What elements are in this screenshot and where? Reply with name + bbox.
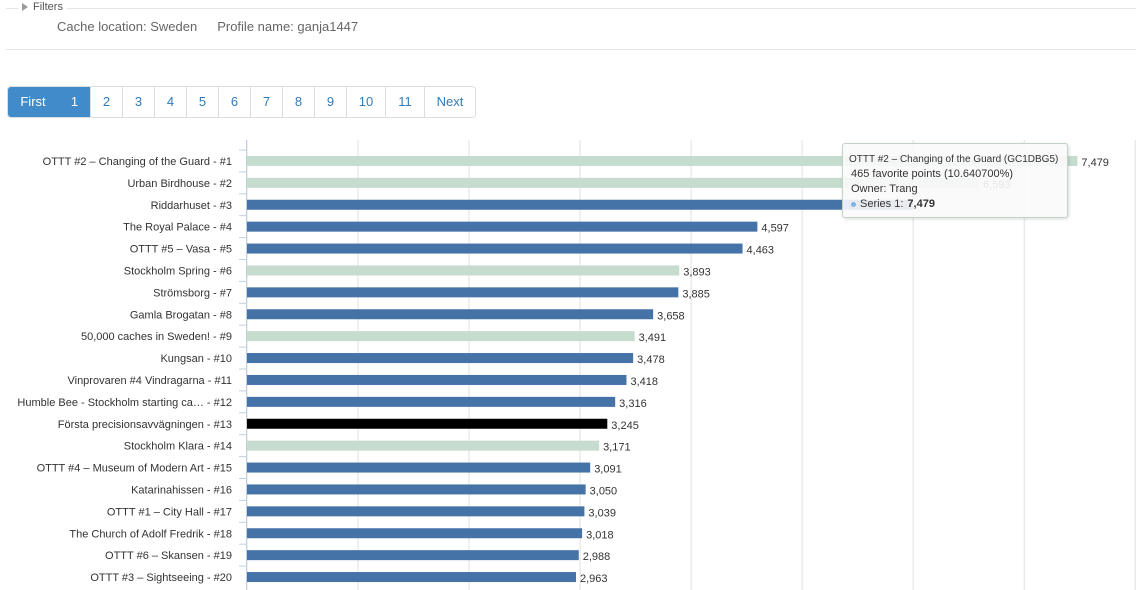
category-label: Stockholm Spring - #6 (124, 265, 232, 277)
page-button-next[interactable]: Next (424, 87, 475, 117)
tooltip-title: OTTT #2 – Changing of the Guard (GC1DBG5… (849, 154, 1059, 165)
page-button-9[interactable]: 9 (314, 87, 346, 117)
bar (247, 155, 1078, 166)
bar (247, 528, 583, 539)
filters-legend-label: Filters (33, 1, 63, 13)
category-label: OTTT #4 – Museum of Modern Art - #15 (37, 463, 232, 475)
expand-triangle-icon[interactable] (22, 3, 28, 11)
bar (247, 309, 654, 320)
bar (247, 550, 579, 561)
data-label: 3,893 (683, 266, 711, 278)
favorites-bar-chart: OTTT #2 – Changing of the Guard - #1 7,47… (17, 140, 1136, 590)
pagination: First 1 2 3 4 5 6 7 8 9 10 11 Next (7, 86, 476, 118)
chart-tooltip: OTTT #2 – Changing of the Guard (GC1DBG5… (842, 143, 1068, 218)
category-label: OTTT #6 – Skansen - #19 (105, 550, 232, 562)
cache-location-filter: Cache location: Sweden (57, 19, 198, 34)
data-label: 3,316 (619, 398, 647, 410)
page-button-3[interactable]: 3 (122, 87, 154, 117)
bar (247, 177, 980, 188)
tooltip-series-row: Series 1: 7,479 (849, 198, 1061, 210)
data-label: 3,885 (682, 288, 710, 300)
data-label: 3,418 (631, 376, 659, 388)
tooltip-series-value: 7,479 (907, 198, 935, 210)
page-button-10[interactable]: 10 (346, 87, 385, 117)
data-label: 4,463 (747, 245, 775, 257)
filters-toggle[interactable]: Filters (18, 0, 67, 14)
tooltip-series-label: Series 1: (860, 198, 904, 210)
data-label: 3,658 (657, 310, 685, 322)
data-label: 3,050 (590, 485, 618, 497)
page-button-8[interactable]: 8 (282, 87, 314, 117)
bar (247, 506, 585, 517)
profile-name-filter: Profile name: ganja1447 (217, 19, 359, 34)
series-dot-icon (851, 201, 856, 207)
bar (247, 265, 680, 276)
category-label: Katarinahissen - #16 (131, 484, 232, 496)
category-label: 50,000 caches in Sweden! - #9 (81, 331, 232, 343)
page-button-6[interactable]: 6 (218, 87, 250, 117)
data-label: 2,988 (583, 551, 611, 563)
filters-fieldset: Filters (6, 0, 1136, 16)
section-divider (6, 49, 1136, 50)
page-button-5[interactable]: 5 (186, 87, 218, 117)
category-label: Gamla Brogatan - #8 (130, 309, 232, 321)
bar (247, 418, 608, 429)
bar (247, 484, 586, 495)
page-button-4[interactable]: 4 (154, 87, 186, 117)
bar (247, 353, 634, 364)
page-button-2[interactable]: 2 (90, 87, 122, 117)
category-label: The Royal Palace - #4 (123, 222, 232, 234)
data-label: 3,171 (603, 442, 631, 454)
category-label: The Church of Adolf Fredrik - #18 (69, 528, 232, 540)
data-label: 3,091 (594, 464, 622, 476)
page-button-7[interactable]: 7 (250, 87, 282, 117)
data-label: 3,478 (637, 354, 665, 366)
category-label: Stockholm Klara - #14 (124, 441, 232, 453)
page-button-11[interactable]: 11 (385, 87, 424, 117)
bar (247, 462, 591, 473)
tooltip-favorite-points: 465 favorite points (10.640700%) (851, 168, 1014, 180)
page-button-first[interactable]: First (8, 87, 58, 117)
category-label: Vinprovaren #4 Vindragarna - #11 (67, 375, 232, 387)
bar (247, 331, 635, 342)
data-label: 3,018 (586, 529, 614, 541)
bar (247, 243, 743, 254)
category-label: Riddarhuset - #3 (151, 200, 232, 212)
category-label: OTTT #3 – Sightseeing - #20 (90, 572, 232, 584)
category-label: Strömsborg - #7 (153, 287, 232, 299)
category-label: OTTT #5 – Vasa - #5 (130, 244, 232, 256)
tooltip-owner: Owner: Trang (851, 183, 918, 195)
category-label: Första precisionsavvägningen - #13 (58, 419, 232, 431)
bar (247, 199, 914, 210)
data-label: 3,491 (639, 332, 667, 344)
bar (247, 287, 679, 298)
category-label: Urban Birdhouse - #2 (127, 178, 232, 190)
bar (247, 572, 576, 583)
bar (247, 221, 758, 232)
data-label: 4,597 (761, 223, 789, 235)
data-label: 2,963 (580, 573, 608, 585)
page-button-1[interactable]: 1 (58, 87, 90, 117)
filters-divider (6, 8, 1136, 9)
bar (247, 396, 616, 407)
data-label: 3,039 (588, 507, 616, 519)
bar (247, 374, 627, 385)
bar (247, 440, 600, 451)
category-label: Kungsan - #10 (160, 353, 232, 365)
data-label: 7,479 (1081, 157, 1109, 169)
category-label: OTTT #1 – City Hall - #17 (107, 506, 232, 518)
data-label: 3,245 (611, 420, 639, 432)
category-label: Humble Bee - Stockholm starting ca… - #1… (17, 397, 232, 409)
category-label: OTTT #2 – Changing of the Guard - #1 (43, 156, 232, 168)
filter-summary: Cache location: Sweden Profile name: gan… (57, 19, 358, 34)
